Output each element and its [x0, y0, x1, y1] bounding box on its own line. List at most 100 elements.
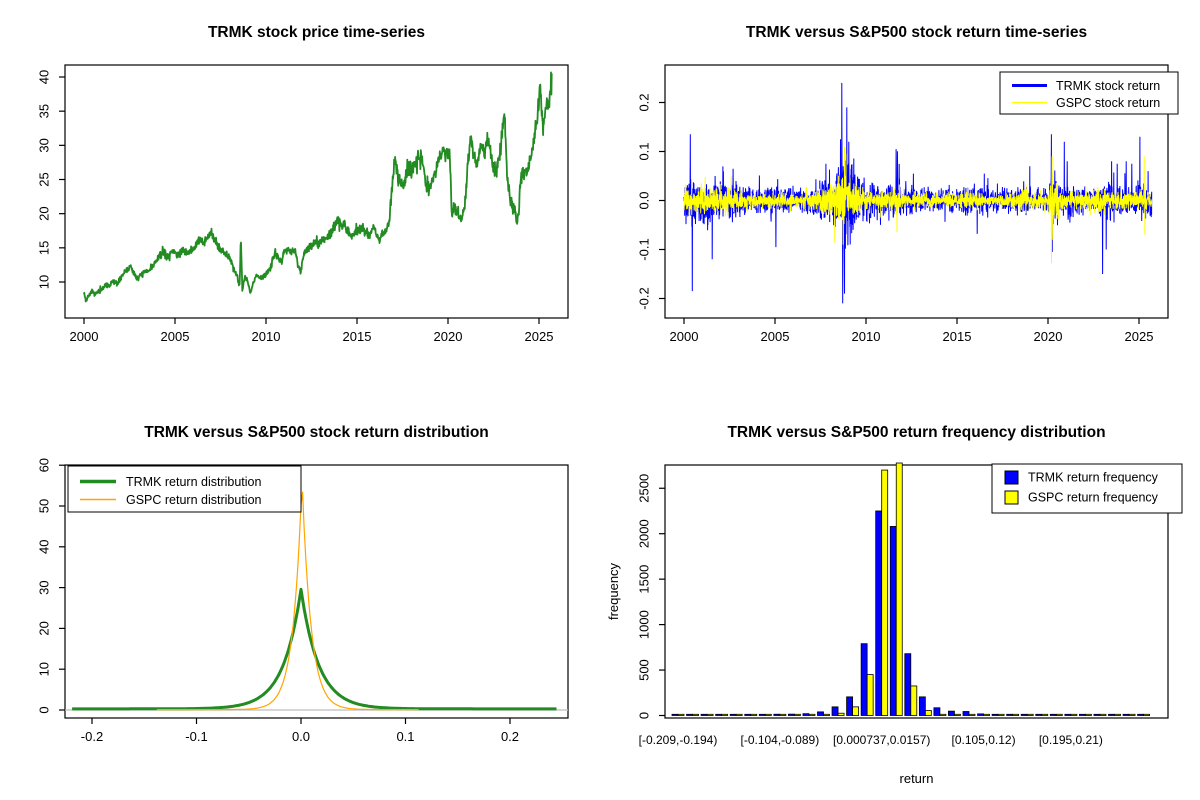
trmk-frequency-bar [991, 713, 999, 716]
trmk-frequency-bar [875, 510, 883, 716]
trmk-frequency-bar [744, 713, 752, 716]
legend-label-trmk-return: TRMK stock return [1056, 79, 1160, 93]
panel-returns-chart: 2000 2005 2010 2015 2020 2025 -0.2 -0.1 0.0 0.1 0.… [637, 24, 1179, 344]
trmk-frequency-bar [1137, 713, 1144, 716]
legend-swatch-gspc-frequency [1004, 490, 1019, 505]
trmk-frequency-bar [831, 706, 839, 716]
gspc-frequency-bar [793, 713, 801, 716]
y-tick-label: 50 [37, 499, 52, 513]
y-tick-label: 500 [637, 659, 652, 681]
gspc-frequency-bar [1041, 713, 1049, 716]
trmk-frequency-bar [889, 526, 897, 716]
x-tick-label: 2005 [761, 329, 790, 344]
gspc-frequency-bar [881, 469, 889, 716]
gspc-frequency-bar [837, 712, 845, 716]
panel-density-chart: -0.2 -0.1 0.0 0.1 0.2 0 10 20 30 40 50 60 TRMK vers… [37, 424, 569, 744]
gspc-frequency-bar [1070, 713, 1078, 716]
trmk-frequency-bar [1108, 713, 1115, 716]
gspc-frequency-bar [997, 713, 1005, 716]
trmk-frequency-bar [1064, 713, 1072, 716]
trmk-frequency-bar [1049, 713, 1057, 716]
price-series-line [83, 71, 553, 303]
gspc-frequency-bar [1099, 713, 1107, 716]
gspc-frequency-bar [677, 713, 685, 716]
gspc-frequency-bar [895, 462, 903, 716]
y-tick-label: 1000 [637, 610, 652, 639]
legend-label-gspc-return: GSPC stock return [1056, 96, 1160, 110]
legend-label-trmk-frequency: TRMK return frequency [1028, 471, 1159, 485]
x-tick-label: 2015 [343, 329, 372, 344]
y-tick-label: 20 [37, 621, 52, 635]
y-tick-label: 20 [37, 206, 52, 220]
panel-histogram-chart: 0 500 1000 1500 2000 2500 [-0.209,-0.194) [-0.1… [606, 424, 1183, 786]
density-plot-area: -0.2 -0.1 0.0 0.1 0.2 0 10 20 30 40 50 60 [37, 458, 569, 744]
histogram-plot-area: 0 500 1000 1500 2000 2500 [-0.209,-0.194) [-0.1… [637, 462, 1169, 747]
gspc-frequency-bar [866, 674, 874, 716]
y-tick-label: 60 [37, 458, 52, 472]
x-tick-label: 0.2 [501, 729, 519, 744]
returns-legend-box [999, 71, 1179, 115]
gspc-frequency-bar [1114, 713, 1121, 716]
density-legend: TRMK return distribution GSPC return dis… [67, 465, 302, 513]
gspc-frequency-bar [1143, 713, 1150, 716]
returns-chart-title: TRMK versus S&P500 stock return time-ser… [746, 24, 1087, 41]
trmk-frequency-bar [948, 710, 955, 716]
trmk-frequency-bar [1035, 713, 1043, 716]
y-tick-label: 35 [37, 104, 52, 118]
x-tick-label: 2000 [670, 329, 699, 344]
trmk-frequency-bar [977, 713, 984, 716]
gspc-frequency-bar [939, 713, 947, 716]
legend-label-gspc-density: GSPC return distribution [126, 493, 262, 507]
x-tick-label: -0.1 [185, 729, 207, 744]
returns-plot-area: 2000 2005 2010 2015 2020 2025 -0.2 -0.1 0.0 0.1 0.… [637, 64, 1169, 344]
x-tick-label: 2025 [1125, 329, 1154, 344]
gspc-density-curve [156, 491, 419, 711]
trmk-frequency-bar [860, 643, 868, 716]
y-tick-label: 25 [37, 172, 52, 186]
y-tick-label: 10 [37, 662, 52, 676]
y-tick-label: 15 [37, 241, 52, 255]
y-tick-label: 0 [37, 706, 52, 713]
trmk-frequency-bar [671, 713, 679, 716]
histogram-xlabel: return [900, 771, 934, 786]
density-legend-box [67, 465, 302, 513]
returns-legend: TRMK stock return GSPC stock return [999, 71, 1179, 115]
y-tick-label: 0.0 [637, 191, 652, 209]
histogram-legend-box [991, 463, 1183, 514]
trmk-frequency-bar [1020, 713, 1028, 716]
y-tick-label: 1500 [637, 565, 652, 594]
histogram-bin-label: [-0.209,-0.194) [639, 733, 718, 747]
gspc-frequency-bar [779, 713, 787, 716]
x-tick-label: 2015 [943, 329, 972, 344]
trmk-frequency-bar [729, 713, 737, 716]
x-tick-label: 2025 [525, 329, 554, 344]
x-tick-label: 0.0 [292, 729, 310, 744]
gspc-frequency-bar [983, 713, 990, 716]
y-tick-label: 30 [37, 580, 52, 594]
gspc-frequency-bar [721, 713, 729, 716]
x-tick-label: 2005 [161, 329, 190, 344]
x-tick-label: 2000 [70, 329, 99, 344]
gspc-frequency-bar [706, 713, 714, 716]
gspc-frequency-bar [764, 713, 772, 716]
y-tick-label: 0.1 [637, 142, 652, 160]
gspc-return-series-line [683, 146, 1153, 264]
gspc-frequency-bar [735, 713, 743, 716]
gspc-frequency-bar [1128, 713, 1136, 716]
y-tick-label: 30 [37, 138, 52, 152]
gspc-frequency-bar [750, 713, 758, 716]
plot-box [664, 64, 1169, 319]
histogram-bin-label: [0.105,0.12) [952, 733, 1016, 747]
trmk-return-series-line [683, 82, 1153, 304]
trmk-frequency-bar [1093, 713, 1101, 716]
legend-label-gspc-frequency: GSPC return frequency [1028, 491, 1159, 505]
trmk-frequency-bar [686, 713, 693, 716]
gspc-frequency-bar [1055, 713, 1063, 716]
gspc-frequency-bar [1012, 713, 1020, 716]
trmk-frequency-bar [715, 713, 723, 716]
gspc-frequency-bar [924, 710, 932, 716]
trmk-frequency-bar [758, 713, 766, 716]
